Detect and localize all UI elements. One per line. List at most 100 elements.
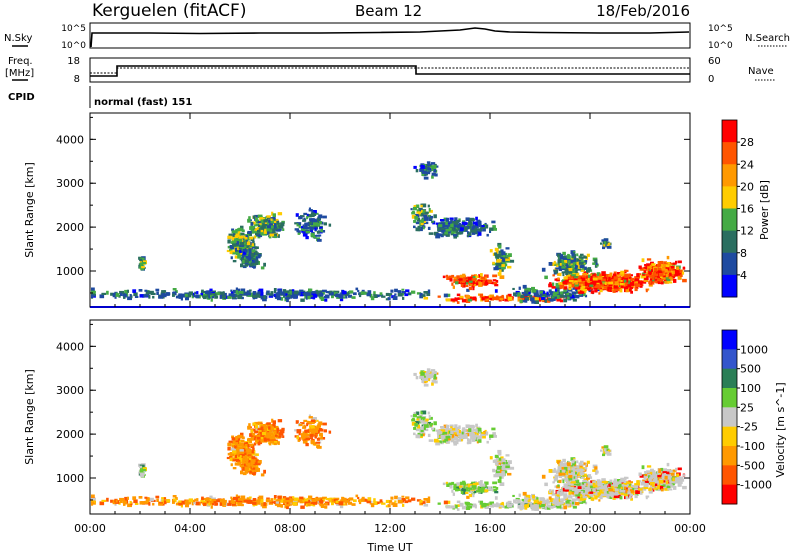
velocity-echo: [489, 436, 492, 440]
power-echo: [655, 274, 659, 279]
power-echo: [246, 251, 249, 255]
power-echo: [256, 228, 259, 232]
velocity-echo: [227, 452, 231, 456]
power-echo: [455, 219, 461, 222]
power-echo: [280, 222, 285, 227]
power-echo: [490, 281, 494, 285]
velocity-echo: [273, 495, 277, 499]
velocity-echo: [475, 435, 481, 438]
power-echo: [421, 294, 426, 298]
power-echo: [664, 268, 668, 273]
power-echo: [532, 287, 535, 292]
power-echo: [378, 294, 384, 297]
velocity-echo: [329, 500, 333, 503]
velocity-echo: [453, 484, 457, 488]
power-echo: [592, 277, 598, 281]
power-echo: [557, 295, 560, 299]
velocity-echo: [415, 411, 420, 415]
velocity-echo: [482, 434, 486, 439]
power-echo: [271, 211, 274, 216]
power-echo: [232, 243, 237, 247]
power-echo: [420, 222, 424, 226]
velocity-echo: [495, 469, 501, 474]
power-echo: [669, 272, 672, 277]
velocity-echo: [175, 502, 179, 506]
power-echo: [294, 222, 298, 225]
power-echo: [661, 270, 665, 273]
velocity-echo: [494, 459, 498, 463]
velocity-echo: [237, 438, 241, 441]
velocity-echo: [481, 504, 485, 508]
velocity-echo: [421, 379, 425, 383]
velocity-echo: [314, 434, 317, 438]
velocity-echo: [452, 436, 456, 441]
power-echo: [317, 217, 321, 220]
power-echo: [499, 269, 502, 273]
power-echo: [311, 221, 314, 226]
velocity-echo: [525, 497, 529, 501]
power-echo: [251, 254, 255, 257]
power-echo: [559, 291, 563, 295]
velocity-echo: [231, 444, 235, 448]
power-echo: [279, 292, 283, 296]
velocity-echo: [238, 440, 242, 444]
power-echo: [257, 236, 261, 239]
power-echo: [505, 247, 510, 250]
power-echo: [257, 254, 262, 257]
velocity-echo: [390, 496, 394, 500]
power-echo: [245, 240, 248, 244]
power-echo: [575, 282, 579, 285]
power-echo: [274, 291, 276, 294]
velocity-echo: [483, 487, 488, 490]
velocity-echo: [551, 489, 555, 494]
velocity-echo: [277, 496, 282, 500]
power-echo: [578, 256, 584, 260]
velocity-echo: [559, 498, 563, 502]
power-echo: [665, 267, 669, 271]
power-echo: [415, 221, 420, 225]
power-echo: [431, 165, 437, 169]
power-echo: [314, 219, 318, 224]
power-echo: [479, 228, 482, 232]
power-echo: [552, 292, 557, 297]
power-echo: [440, 222, 446, 226]
velocity-echo: [120, 499, 123, 503]
power-echo: [492, 296, 498, 301]
velocity-echo: [279, 499, 283, 503]
power-echo: [229, 249, 233, 252]
power-echo: [654, 276, 658, 280]
power-echo: [494, 289, 498, 293]
velocity-echo: [260, 439, 264, 443]
power-echo: [250, 229, 254, 234]
velocity-echo: [440, 429, 446, 433]
velocity-echo: [397, 500, 403, 504]
power-echo: [249, 263, 254, 267]
power-echo: [648, 280, 652, 284]
velocity-echo: [454, 424, 458, 428]
power-echo: [283, 292, 287, 297]
velocity-echo: [126, 496, 129, 500]
power-echo: [266, 230, 270, 234]
power-echo: [604, 274, 608, 277]
power-echo: [672, 270, 675, 275]
power-echo: [594, 259, 598, 263]
power-echo: [270, 228, 276, 233]
power-echo: [644, 273, 649, 276]
power-echo: [316, 230, 320, 234]
power-echo: [498, 250, 502, 254]
velocity-echo: [178, 502, 183, 506]
power-echo: [203, 295, 207, 299]
velocity-echo: [421, 410, 427, 415]
velocity-echo: [139, 465, 143, 469]
power-echo: [551, 286, 556, 289]
power-echo: [456, 301, 460, 304]
velocity-echo: [422, 433, 425, 437]
velocity-echo: [428, 415, 431, 419]
power-echo: [616, 274, 620, 278]
power-echo: [205, 290, 210, 295]
power-echo: [421, 170, 427, 174]
velocity-echo: [554, 495, 558, 499]
power-echo: [657, 277, 661, 282]
velocity-echo: [232, 467, 237, 470]
